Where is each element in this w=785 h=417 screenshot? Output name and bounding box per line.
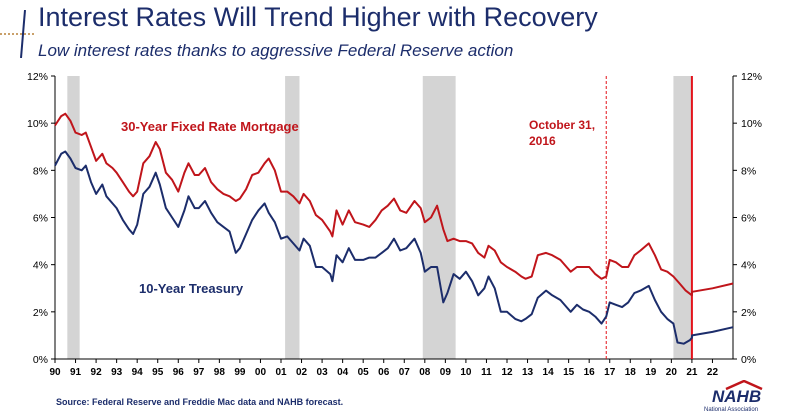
annotation-label: 2016 (529, 134, 556, 148)
y-tick-label-right: 4% (741, 260, 756, 272)
y-tick-label-right: 10% (741, 118, 762, 130)
source-note: Source: Federal Reserve and Freddie Mac … (56, 397, 344, 407)
y-tick-label-left: 6% (33, 213, 48, 225)
recession-band (67, 76, 80, 359)
x-tick-label: 01 (275, 367, 287, 378)
recession-band (673, 76, 692, 359)
page-subtitle: Low interest rates thanks to aggressive … (38, 41, 514, 60)
x-tick-label: 96 (173, 367, 185, 378)
x-tick-label: 16 (584, 367, 596, 378)
y-tick-label-left: 12% (27, 71, 48, 83)
y-tick-label-right: 2% (741, 307, 756, 319)
decorative-dotted-line (0, 33, 34, 35)
page-title: Interest Rates Will Trend Higher with Re… (38, 2, 598, 32)
x-tick-label: 22 (707, 367, 719, 378)
x-tick-label: 98 (214, 367, 226, 378)
y-tick-label-left: 8% (33, 165, 48, 177)
y-tick-label-right: 8% (741, 165, 756, 177)
house-roof-icon (725, 380, 763, 390)
x-tick-label: 21 (686, 367, 698, 378)
x-tick-label: 15 (563, 367, 575, 378)
nahb-logo-subtitle: National Association (704, 407, 759, 413)
y-tick-label-right: 6% (741, 213, 756, 225)
annotation-label: October 31, (529, 118, 595, 132)
x-tick-label: 95 (152, 367, 164, 378)
y-tick-label-right: 0% (741, 354, 756, 366)
x-tick-label: 17 (604, 367, 616, 378)
x-tick-label: 11 (481, 367, 492, 378)
mortgage-series-line (54, 112, 734, 297)
x-tick-label: 94 (132, 367, 144, 378)
treasury-series-line (54, 150, 734, 345)
x-tick-label: 10 (460, 367, 472, 378)
x-tick-label: 06 (378, 367, 390, 378)
x-tick-label: 08 (419, 367, 431, 378)
x-tick-label: 12 (501, 367, 513, 378)
y-tick-label-right: 12% (741, 71, 762, 83)
y-tick-label-left: 10% (27, 118, 48, 130)
x-tick-label: 00 (255, 367, 267, 378)
x-tick-label: 93 (111, 367, 123, 378)
x-tick-label: 90 (49, 367, 61, 378)
recession-band (285, 76, 300, 359)
x-tick-label: 19 (645, 367, 657, 378)
x-tick-label: 07 (399, 367, 411, 378)
x-tick-label: 99 (234, 367, 246, 378)
x-tick-label: 18 (625, 367, 637, 378)
x-tick-label: 04 (337, 367, 349, 378)
nahb-logo: NAHB (712, 387, 762, 406)
x-tick-label: 97 (193, 367, 205, 378)
y-tick-label-left: 4% (33, 260, 48, 272)
x-tick-label: 02 (296, 367, 308, 378)
x-tick-label: 09 (440, 367, 452, 378)
x-tick-label: 05 (358, 367, 370, 378)
x-tick-label: 91 (70, 367, 82, 378)
x-tick-label: 20 (666, 367, 678, 378)
y-tick-label-left: 2% (33, 307, 48, 319)
x-tick-label: 13 (522, 367, 534, 378)
x-tick-label: 03 (317, 367, 329, 378)
x-tick-label: 14 (543, 367, 555, 378)
treasury-series-label: 10-Year Treasury (139, 281, 244, 296)
y-tick-label-left: 0% (33, 354, 48, 366)
mortgage-series-label: 30-Year Fixed Rate Mortgage (121, 119, 299, 134)
x-tick-label: 92 (91, 367, 103, 378)
